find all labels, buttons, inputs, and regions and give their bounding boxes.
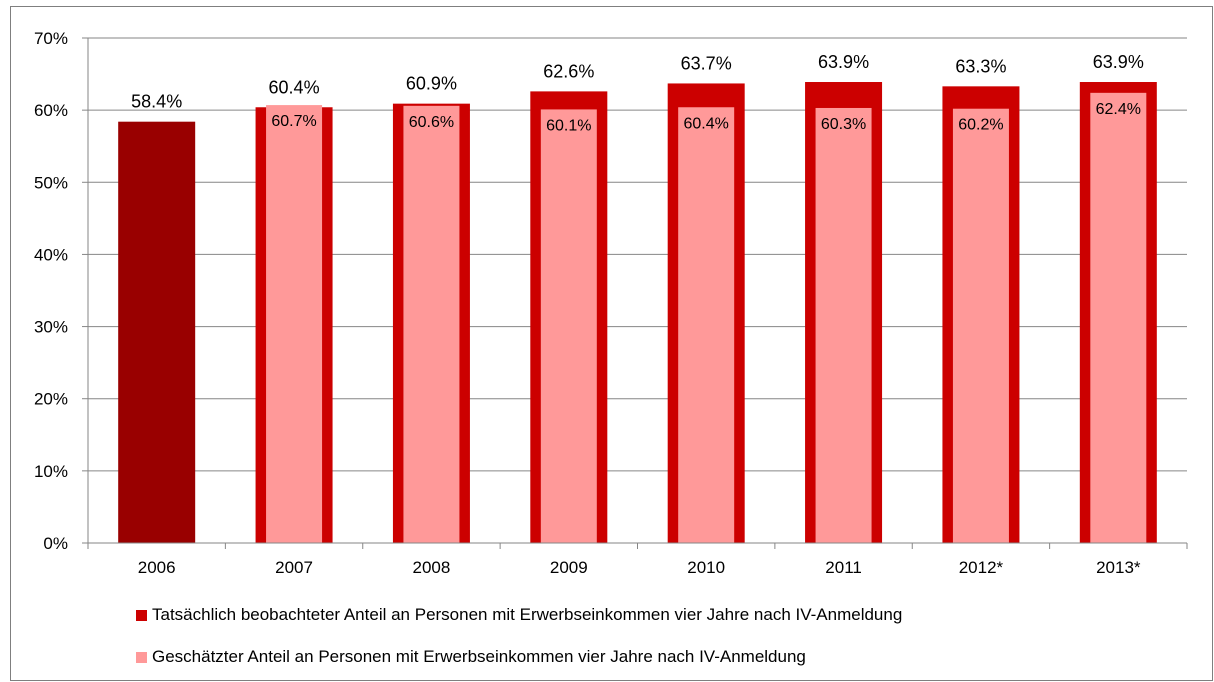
data-label-estimated: 62.4% — [1096, 101, 1141, 118]
bar-estimated — [540, 109, 597, 544]
data-label-observed: 62.6% — [543, 61, 594, 81]
x-tick-label: 2010 — [687, 558, 725, 577]
bar-estimated — [403, 105, 460, 544]
data-label-estimated: 60.7% — [271, 113, 316, 130]
y-axis: 0% 10% 20% 30% 40% 50% 60% 70% — [34, 29, 89, 553]
bar-estimated — [815, 107, 872, 543]
bar-estimated — [952, 108, 1009, 543]
data-label-observed: 63.3% — [955, 56, 1006, 76]
y-tick-label: 0% — [43, 534, 68, 553]
y-tick-label: 70% — [34, 29, 68, 48]
gridlines — [88, 37, 1187, 472]
data-label-estimated: 60.1% — [546, 117, 591, 134]
bar-observed — [118, 121, 196, 543]
data-label-estimated: 60.6% — [409, 114, 454, 131]
y-tick-label: 40% — [34, 245, 68, 264]
x-tick-label: 2013* — [1096, 558, 1141, 577]
data-label-observed: 63.9% — [1093, 52, 1144, 72]
x-axis: 2006 2007 2008 2009 2010 2011 2012* 2013* — [87, 542, 1188, 577]
legend-item-observed: Tatsächlich beobachteter Anteil an Perso… — [136, 605, 902, 625]
legend-label-estimated: Geschätzter Anteil an Personen mit Erwer… — [152, 647, 806, 666]
legend-swatch-observed — [136, 609, 147, 621]
x-tick-label: 2009 — [550, 558, 588, 577]
legend-item-estimated: Geschätzter Anteil an Personen mit Erwer… — [136, 647, 806, 667]
bar-estimated — [678, 107, 735, 543]
legend-label-observed: Tatsächlich beobachteter Anteil an Perso… — [152, 605, 903, 624]
data-label-observed: 63.7% — [681, 53, 732, 73]
data-labels: 58.4% 60.4% 60.7% 60.9% 60.6% 62.6% 60.1% 63.7%… — [131, 52, 1144, 134]
data-label-estimated: 60.4% — [684, 115, 729, 132]
data-label-observed: 60.9% — [406, 74, 457, 94]
data-label-observed: 58.4% — [131, 92, 182, 112]
y-tick-label: 20% — [34, 390, 68, 409]
data-label-estimated: 60.2% — [958, 117, 1003, 134]
data-label-observed: 63.9% — [818, 52, 869, 72]
y-tick-label: 60% — [34, 101, 68, 120]
bar-estimated — [1090, 92, 1147, 543]
legend-swatch-estimated — [136, 651, 147, 663]
y-tick-label: 30% — [34, 318, 68, 337]
x-tick-label: 2011 — [825, 558, 862, 577]
bar-estimated — [266, 105, 323, 543]
x-tick-label: 2006 — [138, 558, 176, 577]
x-tick-label: 2007 — [275, 558, 313, 577]
x-tick-label: 2008 — [413, 558, 451, 577]
data-label-estimated: 60.3% — [821, 116, 866, 133]
y-tick-label: 50% — [34, 173, 68, 192]
y-tick-label: 10% — [34, 462, 68, 481]
x-tick-label: 2012* — [959, 558, 1004, 577]
bars — [118, 82, 1157, 544]
data-label-observed: 60.4% — [269, 77, 320, 97]
